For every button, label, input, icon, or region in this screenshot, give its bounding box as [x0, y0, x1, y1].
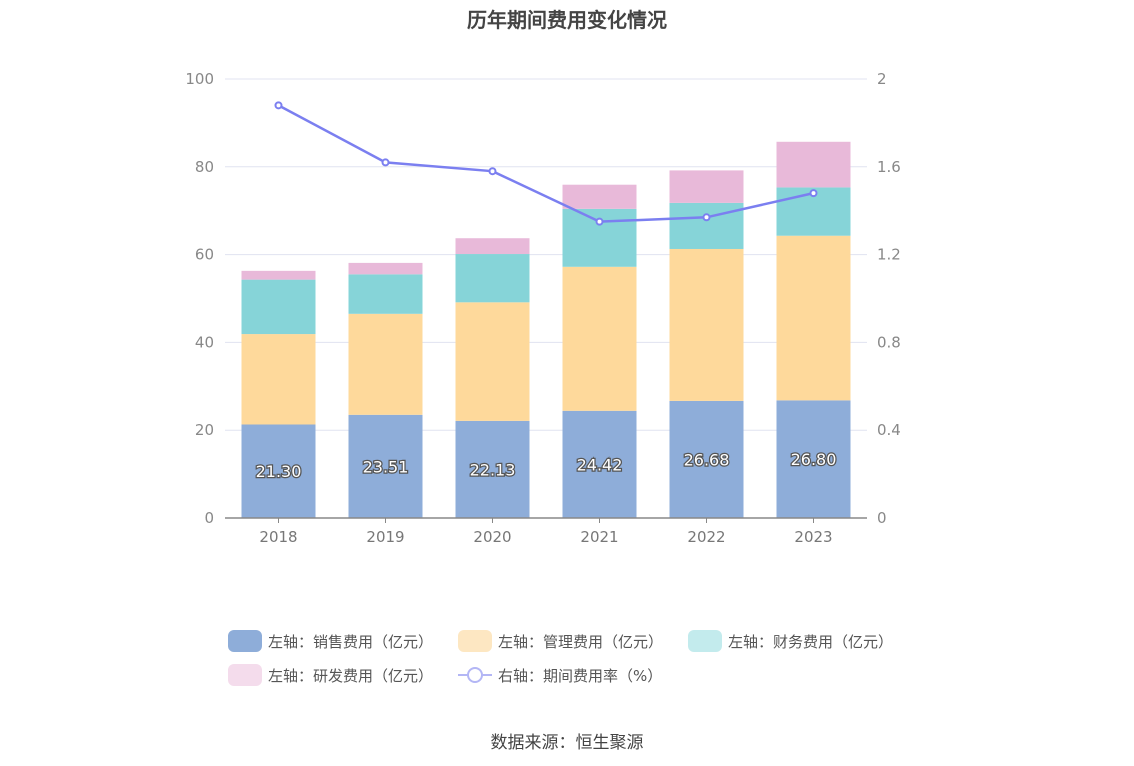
bar-sales — [455, 420, 530, 518]
line-expense-rate — [277, 104, 814, 223]
bar-data-label: 23.51 — [363, 457, 409, 476]
bar-finance — [562, 208, 637, 267]
right-axis-tick-label: 0.4 — [877, 421, 901, 439]
bar-data-label: 22.13 — [470, 460, 516, 479]
bar-admin — [241, 334, 316, 425]
bar-admin — [455, 302, 530, 421]
bar-finance — [669, 202, 744, 249]
left-axis-tick-label: 80 — [195, 158, 214, 176]
bar-rnd — [669, 170, 744, 203]
line-point — [274, 101, 283, 110]
legend-swatch-admin — [458, 630, 492, 652]
legend-label-admin: 左轴：管理费用（亿元） — [498, 632, 664, 651]
bar-sales — [241, 424, 316, 518]
line-point — [809, 189, 818, 198]
bar-sales — [669, 400, 744, 518]
legend-label-sales: 左轴：销售费用（亿元） — [268, 632, 434, 651]
legend-line-icon — [458, 664, 492, 686]
x-axis-tick-label: 2018 — [259, 528, 297, 546]
left-axis-tick-label: 20 — [195, 421, 214, 439]
data-source: 数据来源：恒生聚源 — [490, 733, 644, 753]
left-axis-tick-label: 100 — [185, 70, 214, 88]
bar-admin — [562, 266, 637, 411]
legend-item-expense-rate[interactable]: 右轴：期间费用率（%） — [458, 664, 662, 686]
left-axis-tick-label: 60 — [195, 246, 214, 264]
bar-sales — [776, 400, 851, 518]
chart-title: 历年期间费用变化情况 — [467, 8, 667, 32]
legend-item-admin[interactable]: 左轴：管理费用（亿元） — [458, 630, 663, 652]
line-point — [488, 167, 497, 176]
bar-admin — [669, 248, 744, 401]
legend-label-rnd: 左轴：研发费用（亿元） — [268, 666, 434, 685]
chart-area: 0 20 40 60 80 100 0 0.4 0.8 1.2 1.6 2 21.30 23.51 22.1… — [185, 70, 901, 546]
bar-rnd — [776, 141, 851, 188]
legend-label-finance: 左轴：财务费用（亿元） — [728, 632, 894, 651]
legend-item-sales[interactable]: 左轴：销售费用（亿元） — [228, 630, 433, 652]
bar-rnd — [562, 184, 637, 209]
left-axis-tick-label: 0 — [204, 509, 214, 527]
legend-swatch-rnd — [228, 664, 262, 686]
legend-item-finance[interactable]: 左轴：财务费用（亿元） — [688, 630, 893, 652]
bar-data-label: 26.68 — [684, 450, 730, 469]
line-point — [595, 217, 604, 226]
legend-label-expense-rate: 右轴：期间费用率（%） — [498, 666, 663, 685]
right-axis-tick-label: 2 — [877, 70, 887, 88]
bar-sales — [348, 414, 423, 518]
legend-swatch-finance — [688, 630, 722, 652]
bar-rnd — [455, 238, 530, 255]
bar-rnd — [348, 262, 423, 275]
right-axis-tick-label: 0 — [877, 509, 887, 527]
bar-rnd — [241, 270, 316, 280]
legend-swatch-sales — [228, 630, 262, 652]
bar-admin — [776, 235, 851, 401]
bar-data-label: 21.30 — [256, 462, 302, 481]
right-axis-tick-label: 1.6 — [877, 158, 901, 176]
x-axis-tick-label: 2020 — [473, 528, 511, 546]
bar-finance — [241, 279, 316, 335]
line-point — [702, 213, 711, 222]
bar-data-label: 24.42 — [577, 455, 623, 474]
bar-finance — [348, 274, 423, 314]
x-axis-tick-label: 2023 — [794, 528, 832, 546]
x-axis-tick-label: 2022 — [687, 528, 725, 546]
left-axis-tick-label: 40 — [195, 333, 214, 351]
bar-admin — [348, 313, 423, 415]
x-axis-tick-label: 2019 — [366, 528, 404, 546]
x-axis-tick-label: 2021 — [580, 528, 618, 546]
line-point — [381, 158, 390, 167]
bar-finance — [455, 254, 530, 303]
bar-sales — [562, 410, 637, 518]
legend-item-rnd[interactable]: 左轴：研发费用（亿元） — [228, 664, 433, 686]
right-axis-tick-label: 0.8 — [877, 333, 901, 351]
bar-data-label: 26.80 — [791, 450, 837, 469]
right-axis-tick-label: 1.2 — [877, 246, 901, 264]
